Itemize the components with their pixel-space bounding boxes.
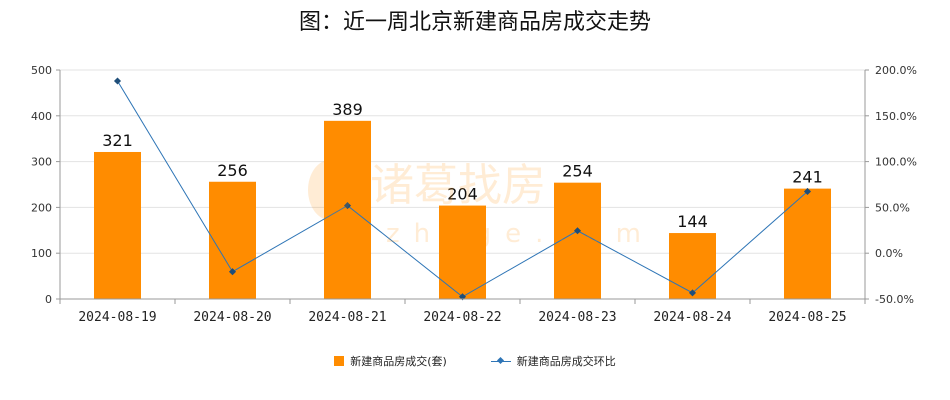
x-tick-label: 2024-08-23 [538, 310, 616, 325]
line-point [803, 187, 812, 195]
right-tick-label: 50.0% [875, 201, 910, 214]
legend: 新建商品房成交(套) 新建商品房成交环比 [0, 353, 950, 369]
legend-line-marker [490, 356, 511, 366]
left-tick-label: 0 [45, 293, 52, 306]
bar [94, 151, 141, 299]
right-tick-label: -50.0% [875, 293, 914, 306]
bar [209, 181, 256, 299]
right-tick-label: 150.0% [875, 110, 917, 123]
x-tick-label: 2024-08-20 [193, 310, 271, 325]
legend-bar-label: 新建商品房成交(套) [350, 355, 447, 368]
right-tick-label: 0.0% [875, 247, 903, 260]
x-tick-label: 2024-08-25 [768, 310, 846, 325]
x-tick-label: 2024-08-24 [653, 310, 731, 325]
bar-data-label: 389 [332, 100, 363, 119]
bar [784, 188, 831, 299]
bar-data-label: 241 [792, 168, 823, 187]
bar-data-label: 256 [217, 161, 248, 180]
line-point [688, 289, 697, 297]
bar [439, 205, 486, 299]
legend-item-bar[interactable]: 新建商品房成交(套) [334, 353, 447, 369]
data-labels: 321 256 389 204 254 144 241 [102, 100, 823, 231]
left-tick-label: 400 [31, 110, 52, 123]
chart-title: 图：近一周北京新建商品房成交走势 [298, 10, 651, 35]
left-tick-label: 300 [31, 156, 52, 169]
bar [324, 120, 371, 299]
legend-bar-swatch [334, 356, 345, 366]
bar [554, 182, 601, 299]
line-series [113, 77, 812, 301]
bar-series [94, 120, 831, 299]
legend-line-label: 新建商品房成交环比 [516, 355, 616, 368]
bar [669, 233, 716, 299]
x-tick-label: 2024-08-22 [423, 310, 501, 325]
line-point [343, 202, 352, 210]
bar-data-label: 204 [447, 185, 478, 204]
axes: 0 100 200 300 400 500 -50.0% 0.0% 50.0% 100.0% 150… [31, 64, 917, 325]
x-tick-label: 2024-08-19 [78, 310, 156, 325]
line-point [113, 77, 122, 85]
left-tick-label: 200 [31, 201, 52, 214]
line-point [228, 268, 237, 276]
bar-data-label: 144 [677, 212, 708, 231]
bar-data-label: 254 [562, 162, 593, 181]
right-tick-label: 100.0% [875, 156, 917, 169]
bar-data-label: 321 [102, 131, 133, 150]
x-tick-label: 2024-08-21 [308, 310, 386, 325]
legend-item-line[interactable]: 新建商品房成交环比 [490, 353, 616, 369]
left-tick-label: 100 [31, 247, 52, 260]
left-tick-label: 500 [31, 64, 52, 77]
line-point [573, 227, 582, 235]
right-tick-label: 200.0% [875, 64, 917, 77]
